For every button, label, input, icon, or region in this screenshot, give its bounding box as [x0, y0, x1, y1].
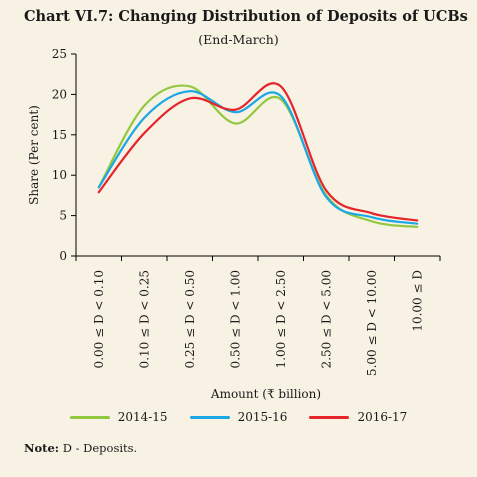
y-tick-label: 15 [52, 128, 67, 142]
y-tick-label: 0 [59, 249, 67, 263]
chart-axes [75, 54, 440, 257]
series-lines [97, 82, 419, 229]
legend-label: 2014-15 [117, 410, 168, 424]
note-label: Note: [24, 441, 60, 455]
x-tick-label: 5.00 ≤ D < 10.00 [365, 270, 379, 376]
legend-swatch [189, 415, 230, 419]
legend-item: 2016-17 [309, 410, 407, 424]
note-text: D - Deposits. [59, 441, 138, 455]
y-axis-ticks: 0 5 10 15 20 25 [52, 47, 76, 263]
x-tick-label: 0.25 ≤ D < 0.50 [183, 270, 197, 368]
chart-title: Chart VI.7: Changing Distribution of Dep… [24, 8, 468, 25]
x-tick-label: 10.00 ≤ D [410, 270, 424, 332]
y-tick-label: 10 [52, 168, 67, 182]
series-line-2014-15 [97, 84, 419, 229]
series-line-2015-16 [97, 90, 419, 225]
legend-swatch [69, 415, 110, 419]
legend-swatch [309, 415, 350, 419]
x-tick-label: 0.50 ≤ D < 1.00 [228, 270, 242, 368]
footnote: Note: D - Deposits. [24, 441, 137, 455]
legend-label: 2015-16 [237, 410, 288, 424]
legend-item: 2015-16 [189, 410, 288, 424]
x-axis-ticks: 0.00 ≤ D < 0.10 0.10 ≤ D < 0.25 0.25 ≤ D <… [75, 256, 441, 376]
chart-subtitle: (End-March) [198, 32, 279, 47]
y-tick-label: 20 [52, 87, 67, 101]
series-line-2016-17 [97, 82, 419, 222]
legend-label: 2016-17 [357, 410, 408, 424]
y-tick-label: 25 [52, 47, 67, 61]
chart-legend: 2014-15 2015-16 2016-17 [0, 410, 477, 424]
x-tick-label: 0.00 ≤ D < 0.10 [92, 270, 106, 368]
x-tick-label: 2.50 ≤ D < 5.00 [319, 270, 333, 368]
legend-item: 2014-15 [69, 410, 168, 424]
x-tick-label: 0.10 ≤ D < 0.25 [137, 270, 151, 368]
x-axis-title: Amount (₹ billion) [210, 387, 321, 401]
y-tick-label: 5 [59, 209, 67, 223]
y-axis-title: Share (Per cent) [27, 105, 41, 205]
x-tick-label: 1.00 ≤ D < 2.50 [274, 270, 288, 368]
